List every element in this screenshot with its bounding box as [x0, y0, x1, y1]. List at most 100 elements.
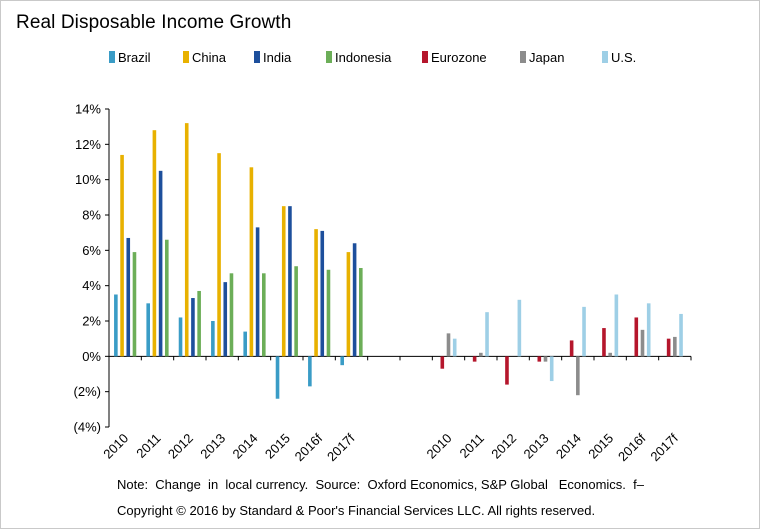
y-tick-label: 4% [82, 278, 101, 293]
bar-eurozone-2012 [505, 356, 509, 385]
copyright-text: Copyright © 2016 by Standard & Poor's Fi… [117, 503, 596, 518]
bar-u-s--2016f [646, 303, 651, 357]
x-tick-label: 2012 [488, 431, 519, 462]
bar-china-2016f [314, 229, 318, 357]
legend-swatch-japan [520, 51, 526, 63]
y-tick-label: 14% [75, 102, 101, 117]
legend-swatch-eurozone [422, 51, 428, 63]
y-tick-label: 0% [82, 349, 101, 364]
bar-brazil-2011 [146, 303, 150, 357]
legend-label-indonesia: Indonesia [335, 50, 392, 65]
bar-china-2011 [152, 130, 157, 357]
y-tick-label: 2% [82, 314, 101, 329]
bar-indonesia-2010 [132, 252, 137, 357]
bar-indonesia-2015 [294, 266, 298, 357]
bar-brazil-2013 [211, 321, 215, 357]
bar-japan-2016f [640, 329, 645, 357]
y-tick-label: 12% [75, 137, 101, 152]
bar-eurozone-2010 [440, 356, 445, 369]
bar-indonesia-2014 [262, 273, 266, 357]
x-tick-label: 2011 [457, 431, 487, 461]
bar-eurozone-2011 [472, 356, 477, 362]
x-tick-label: 2014 [553, 431, 584, 462]
bar-china-2013 [217, 153, 221, 357]
bar-u-s--2012 [517, 299, 522, 357]
bar-japan-2014 [576, 356, 580, 396]
legend-swatch-u-s- [602, 51, 608, 63]
x-tick-label: 2016f [292, 430, 326, 464]
bar-india-2014 [255, 227, 260, 357]
bar-u-s--2011 [485, 312, 489, 357]
bar-eurozone-2016f [634, 317, 639, 357]
legend-label-brazil: Brazil [118, 50, 151, 65]
legend-swatch-indonesia [326, 51, 332, 63]
bar-india-2017f [352, 243, 357, 357]
bar-eurozone-2013 [537, 356, 542, 362]
legend-swatch-india [254, 51, 260, 63]
x-tick-label: 2014 [230, 431, 261, 462]
bar-u-s--2014 [582, 306, 586, 357]
x-tick-label: 2013 [197, 431, 228, 462]
bar-brazil-2012 [178, 317, 183, 357]
x-tick-label: 2015 [262, 431, 293, 462]
x-tick-label: 2017f [647, 430, 681, 464]
bar-indonesia-2013 [229, 273, 234, 357]
y-tick-label: 10% [75, 172, 101, 187]
bar-japan-2010 [446, 333, 451, 357]
bar-u-s--2013 [549, 356, 554, 382]
x-tick-label: 2010 [100, 431, 131, 462]
bar-eurozone-2014 [569, 340, 574, 357]
bar-china-2012 [184, 123, 189, 357]
x-tick-label: 2017f [324, 430, 358, 464]
bar-u-s--2010 [452, 338, 457, 357]
bar-japan-2017f [673, 336, 677, 357]
y-tick-label: (2%) [74, 384, 101, 399]
bar-brazil-2016f [308, 356, 312, 387]
bar-indonesia-2016f [326, 269, 331, 357]
bar-india-2016f [320, 230, 325, 357]
y-tick-label: (4%) [74, 420, 101, 435]
x-tick-label: 2016f [615, 430, 649, 464]
y-tick-label: 8% [82, 208, 101, 223]
bar-india-2012 [191, 298, 195, 357]
legend-label-china: China [192, 50, 227, 65]
bar-china-2017f [346, 252, 351, 357]
bar-india-2015 [288, 206, 292, 357]
bar-brazil-2010 [114, 294, 118, 357]
source-note: Note: Change in local currency. Source: … [117, 477, 644, 492]
bar-china-2010 [120, 154, 124, 357]
bar-indonesia-2017f [359, 268, 363, 357]
legend-label-india: India [263, 50, 292, 65]
bar-u-s--2017f [679, 313, 683, 357]
bar-eurozone-2015 [602, 328, 606, 357]
bar-china-2014 [249, 167, 254, 357]
bar-indonesia-2012 [197, 290, 201, 357]
bar-indonesia-2011 [165, 239, 169, 357]
bar-japan-2015 [608, 352, 612, 357]
legend-swatch-china [183, 51, 189, 63]
bar-india-2010 [126, 237, 131, 357]
legend-label-japan: Japan [529, 50, 564, 65]
x-tick-label: 2011 [133, 431, 163, 461]
bar-eurozone-2017f [666, 338, 671, 357]
bar-india-2013 [223, 282, 228, 357]
bar-japan-2013 [543, 356, 548, 362]
chart-title: Real Disposable Income Growth [16, 12, 292, 33]
bar-u-s--2015 [614, 294, 619, 357]
bar-brazil-2014 [243, 331, 247, 357]
x-tick-label: 2012 [165, 431, 196, 462]
x-tick-label: 2010 [424, 431, 455, 462]
x-tick-label: 2013 [521, 431, 552, 462]
legend-label-eurozone: Eurozone [431, 50, 487, 65]
bar-japan-2011 [479, 352, 483, 357]
y-tick-label: 6% [82, 243, 101, 258]
bar-brazil-2017f [340, 356, 344, 366]
legend-swatch-brazil [109, 51, 115, 63]
bar-china-2015 [281, 206, 286, 357]
bar-brazil-2015 [275, 356, 280, 399]
x-tick-label: 2015 [585, 431, 616, 462]
legend-label-u-s-: U.S. [611, 50, 636, 65]
bar-india-2011 [158, 170, 163, 357]
